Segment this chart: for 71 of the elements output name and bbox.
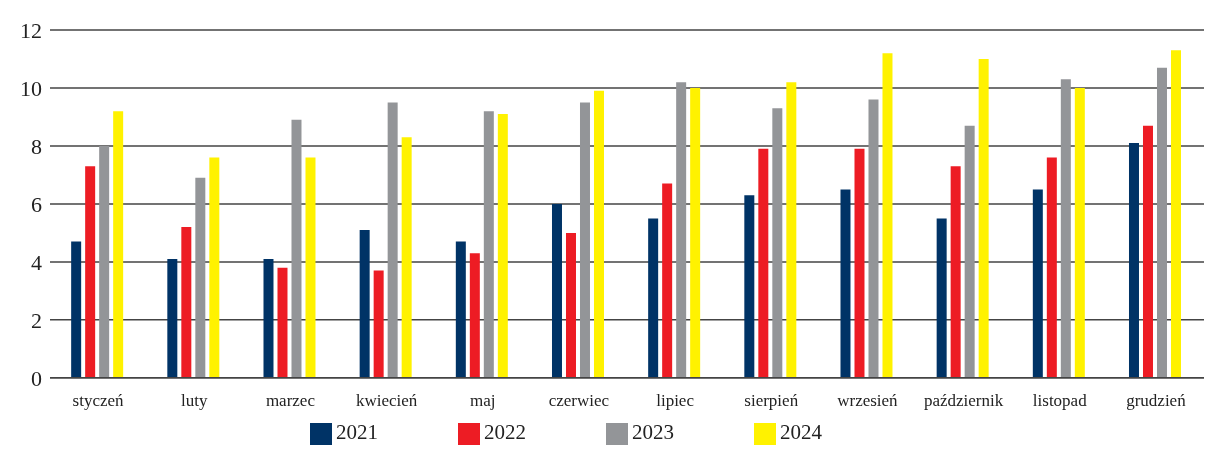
y-tick-label: 6 — [31, 191, 42, 217]
bar — [263, 258, 274, 378]
bar — [71, 241, 82, 378]
y-tick-label: 10 — [20, 75, 42, 101]
y-tick-label: 0 — [31, 365, 42, 391]
bar — [551, 203, 562, 378]
bar — [99, 145, 110, 378]
bar — [1032, 189, 1043, 378]
x-tick-label: wrzesień — [837, 390, 899, 410]
x-tick-label: styczeń — [72, 390, 125, 410]
y-tick-label: 12 — [20, 17, 42, 43]
legend-label: 2021 — [336, 419, 378, 444]
bar — [359, 229, 370, 378]
bar — [387, 102, 398, 378]
bar — [744, 195, 755, 378]
bar — [662, 183, 673, 378]
bar — [401, 137, 412, 378]
bar — [593, 90, 604, 378]
bar — [167, 258, 178, 378]
bar — [1074, 87, 1085, 378]
bar — [291, 119, 302, 378]
bar — [676, 82, 687, 378]
bar — [868, 99, 879, 378]
bar — [1142, 125, 1153, 378]
bar — [978, 58, 989, 378]
legend-label: 2023 — [632, 419, 674, 444]
legend-label: 2022 — [484, 419, 526, 444]
bar — [373, 270, 384, 378]
y-tick-label: 2 — [31, 307, 42, 333]
bar — [840, 189, 851, 378]
x-tick-label: luty — [181, 390, 208, 410]
bar — [1170, 50, 1181, 378]
x-tick-label: grudzień — [1126, 390, 1187, 410]
bar — [1128, 143, 1139, 378]
bar — [786, 82, 797, 378]
bar — [1046, 157, 1057, 378]
bar — [483, 111, 494, 378]
bar — [936, 218, 947, 378]
bar — [85, 166, 96, 378]
bar — [854, 148, 865, 378]
bar — [772, 108, 783, 378]
bar — [579, 102, 590, 378]
bar — [565, 232, 576, 378]
bar — [497, 114, 508, 378]
bar — [181, 227, 192, 378]
bar — [195, 177, 206, 378]
bar — [305, 157, 316, 378]
bar — [209, 157, 220, 378]
x-tick-label: listopad — [1032, 390, 1088, 410]
bar — [648, 218, 659, 378]
bar — [469, 253, 480, 378]
x-tick-label: maj — [470, 390, 496, 410]
bar — [455, 241, 466, 378]
y-tick-label: 8 — [31, 133, 42, 159]
x-tick-label: sierpień — [744, 390, 799, 410]
bar — [964, 125, 975, 378]
legend-label: 2024 — [780, 419, 822, 444]
bar — [882, 53, 893, 378]
x-tick-label: czerwiec — [548, 390, 610, 410]
y-tick-label: 4 — [31, 249, 42, 275]
bar — [950, 166, 961, 378]
x-tick-label: lipiec — [656, 390, 695, 410]
x-tick-label: marzec — [265, 390, 316, 410]
x-tick-label: kwiecień — [355, 390, 418, 410]
bar — [113, 111, 124, 378]
bar — [758, 148, 769, 378]
bar — [1156, 67, 1167, 378]
bar — [277, 267, 288, 378]
x-tick-label: październik — [923, 390, 1004, 410]
bar — [1060, 79, 1071, 378]
bar — [690, 87, 701, 378]
